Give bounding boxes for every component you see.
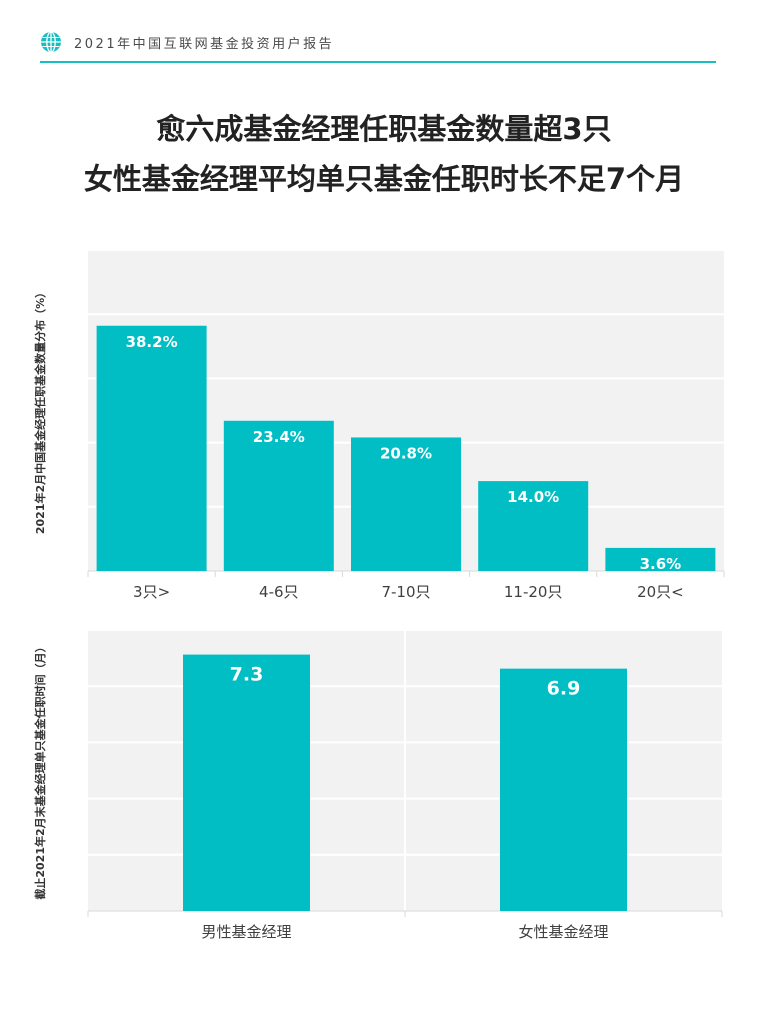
data-label-4: 14.0% <box>507 488 559 506</box>
bar-2 <box>500 668 627 911</box>
bar-1 <box>96 325 207 571</box>
headline-line-2: 女性基金经理平均单只基金任职时长不足7个月 <box>83 162 685 196</box>
report-title: 2021年中国互联网基金投资用户报告 <box>74 37 335 52</box>
chart-1: 38.2% 3只> 23.4% 4-6只 20.8% 7-10只 14.0% 11-20只 3.… <box>33 249 725 601</box>
bar-4 <box>478 481 589 571</box>
bar-1 <box>183 654 310 911</box>
data-label-2: 6.9 <box>547 678 581 700</box>
data-label-5: 3.6% <box>640 555 682 573</box>
header-divider <box>40 61 716 63</box>
globe-icon <box>41 31 61 53</box>
data-label-2: 23.4% <box>253 428 305 446</box>
bar-5 <box>605 547 716 571</box>
category-label-1: 3只> <box>133 583 170 601</box>
y-axis-title: 2021年2月中国基金经理任职基金数量分布（%） <box>33 287 47 534</box>
bar-3 <box>351 437 461 571</box>
data-label-1: 38.2% <box>126 333 178 351</box>
headline-line-1: 愈六成基金经理任职基金数量超3只 <box>156 112 612 146</box>
category-label-5: 20只< <box>637 583 684 601</box>
bar-2 <box>223 420 334 571</box>
chart-2: 7.3 男性基金经理 6.9 女性基金经理 截止2021年2月末基金经理单只基金任职时间… <box>33 629 723 941</box>
category-label-3: 7-10只 <box>381 583 430 601</box>
category-label-4: 11-20只 <box>504 583 563 601</box>
category-label-2: 女性基金经理 <box>518 923 608 941</box>
data-label-3: 20.8% <box>380 444 432 462</box>
category-label-1: 男性基金经理 <box>201 923 291 941</box>
data-label-1: 7.3 <box>230 664 264 686</box>
report-header: 2021年中国互联网基金投资用户报告 <box>40 28 716 64</box>
y-axis-title: 截止2021年2月末基金经理单只基金任职时间（月） <box>33 641 47 899</box>
page-headline: 愈六成基金经理任职基金数量超3只 女性基金经理平均单只基金任职时长不足7个月 <box>0 104 768 204</box>
category-label-2: 4-6只 <box>259 583 299 601</box>
